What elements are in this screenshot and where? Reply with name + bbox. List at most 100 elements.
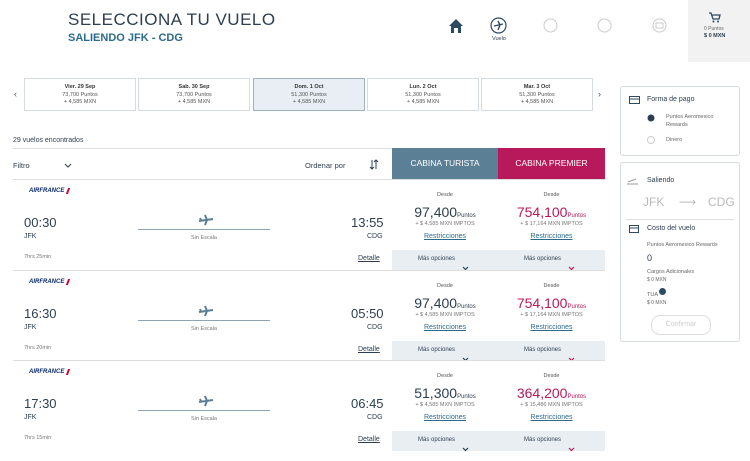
restrictions-link[interactable]: Restricciones — [530, 233, 573, 240]
route-arrow: ⟶ — [679, 195, 697, 209]
fare-label: Desde — [543, 373, 560, 379]
fare-label: Desde — [543, 192, 560, 198]
confirm-button[interactable]: Confirmar — [651, 315, 711, 335]
tab-day: Dom. 1 Oct — [294, 84, 324, 90]
cart-icon — [709, 12, 721, 23]
flight-row: AIRFRANCE 16:30 JFK Sin Escala 05:50 CDG 7hrs … — [13, 269, 605, 361]
fare-points: 97,400 — [414, 294, 458, 311]
fare-label: Desde — [437, 192, 453, 198]
fare-points-line: 754,100Puntos — [498, 204, 605, 222]
route-line — [138, 410, 270, 411]
points-option: Puntos Aeromexico Rewards — [666, 114, 714, 128]
restrictions-link[interactable]: Restricciones — [423, 233, 466, 240]
fare-points: 51,300 — [414, 385, 458, 401]
more-options[interactable]: Más opciones — [392, 340, 498, 361]
airline-logo: AIRFRANCE — [29, 278, 65, 285]
economy-cabin-header: CABINA TURISTA — [392, 148, 498, 179]
details-link[interactable]: Detalle — [358, 255, 380, 262]
more-options[interactable]: Más opciones — [498, 250, 605, 271]
stops: Sin Escala — [191, 235, 217, 241]
tab-points: 73,700 Puntos — [62, 91, 98, 98]
sort-dropdown[interactable]: Ordenar por — [305, 161, 346, 170]
fare-points: 97,400 — [414, 204, 458, 220]
cart-points: 0 Puntos — [704, 26, 724, 32]
fare-label: Desde — [437, 282, 453, 289]
fare-unit: Puntos — [457, 303, 476, 310]
cost-title: Costo del vuelo — [647, 225, 696, 232]
tab-points: 51,300 Puntos — [291, 91, 327, 98]
departing-label: Saliendo — [647, 177, 675, 184]
fare-taxes: + $ 17,164 MXN IMPTOS — [520, 221, 583, 227]
fare-taxes: + $ 4,585 MXN IMPTOS — [415, 402, 475, 408]
logo-slash — [65, 278, 71, 285]
date-tab[interactable]: Dom. 1 Oct 51,300 Puntos + 4,585 MXN — [253, 78, 365, 111]
filter-dropdown[interactable]: Filtro — [13, 161, 30, 170]
route-line — [138, 319, 270, 321]
divider — [626, 219, 734, 220]
date-tab[interactable]: Sab. 30 Sep 73,700 Puntos + 4,585 MXN — [138, 78, 250, 111]
fare-taxes: + $ 15,486 MXN IMPTOS — [520, 402, 583, 408]
fare-unit: Puntos — [457, 394, 476, 400]
fare-unit: Puntos — [457, 213, 476, 219]
economy-fare: Desde 97,400Puntos + $ 4,585 MXN IMPTOS Res… — [392, 180, 498, 271]
fare-points-line: 97,400Puntos — [392, 295, 498, 313]
prev-date-arrow[interactable]: ‹ — [14, 89, 17, 99]
more-options-label: Más opciones — [524, 437, 562, 443]
fare-points-line: 364,200Puntos — [498, 385, 605, 403]
tua-value: $ 0 MXN — [647, 300, 667, 306]
destination-code: CDG — [708, 195, 735, 209]
fare-unit: Puntos — [567, 213, 587, 219]
home-icon[interactable] — [448, 18, 464, 34]
payment-step-icon[interactable] — [652, 18, 667, 33]
more-options[interactable]: Más opciones — [392, 431, 498, 452]
date-tab[interactable]: Vier. 29 Sep 73,700 Puntos + 4,585 MXN — [24, 78, 136, 111]
money-radio[interactable] — [647, 136, 655, 144]
tab-price: + 4,585 MXN — [406, 99, 440, 105]
restrictions-link[interactable]: Restricciones — [530, 323, 573, 331]
origin-code: JFK — [643, 195, 665, 209]
arrival-time: 05:50 — [351, 305, 384, 321]
fare-points-line: 754,100Puntos — [498, 295, 605, 313]
arrival-time: 13:55 — [351, 215, 384, 230]
restrictions-link[interactable]: Restricciones — [423, 414, 466, 421]
tab-day: Vier. 29 Sep — [64, 84, 96, 90]
flight-step-icon[interactable] — [490, 17, 507, 34]
more-options[interactable]: Más opciones — [498, 340, 605, 361]
more-options-label: Más opciones — [524, 256, 562, 262]
restrictions-link[interactable]: Restricciones — [530, 414, 573, 421]
tab-points: 51,300 Puntos — [519, 91, 555, 98]
cart-box[interactable]: 0 Puntos $ 0 MXN — [688, 0, 750, 62]
payment-title: Forma de pago — [647, 96, 695, 103]
more-options[interactable]: Más opciones — [392, 250, 498, 271]
logo-slash — [65, 188, 71, 194]
fare-points: 364,200 — [516, 385, 568, 401]
fare-points-line: 97,400Puntos — [392, 204, 498, 222]
cost-icon — [629, 225, 639, 233]
extra-value: $ 0 MXN — [647, 277, 667, 283]
summary-card: Saliendo JFK ⟶ CDG Costo del vuelo Punto… — [620, 162, 740, 342]
restrictions-link[interactable]: Restricciones — [423, 323, 466, 331]
stops: Sin Escala — [191, 325, 217, 332]
fare-points: 754,100 — [516, 294, 568, 311]
fare-points: 754,100 — [516, 204, 568, 220]
sort-icon[interactable] — [369, 159, 379, 170]
next-date-arrow[interactable]: › — [598, 89, 601, 99]
tua-help-icon[interactable] — [659, 288, 666, 295]
date-tab[interactable]: Lun. 2 Oct 51,300 Puntos + 4,585 MXN — [367, 78, 479, 111]
date-tab[interactable]: Mar. 3 Oct 51,300 Puntos + 4,585 MXN — [481, 78, 593, 111]
premier-cabin-header: CABINA PREMIER — [498, 148, 605, 179]
departing-icon — [627, 178, 638, 185]
fare-label: Desde — [437, 373, 453, 379]
extras-step-icon[interactable] — [597, 18, 612, 33]
details-link[interactable]: Detalle — [358, 436, 380, 443]
economy-fare: Desde 97,400Puntos + $ 4,585 MXN IMPTOS Res… — [392, 271, 498, 361]
seat-step-icon[interactable] — [543, 18, 558, 33]
points-radio[interactable] — [647, 114, 655, 122]
more-options[interactable]: Más opciones — [498, 431, 605, 452]
departure-airport: JFK — [24, 414, 37, 421]
tab-points: 73,700 Puntos — [176, 91, 212, 98]
departure-time: 17:30 — [24, 396, 57, 411]
fare-unit: Puntos — [567, 394, 587, 400]
details-link[interactable]: Detalle — [358, 345, 380, 353]
